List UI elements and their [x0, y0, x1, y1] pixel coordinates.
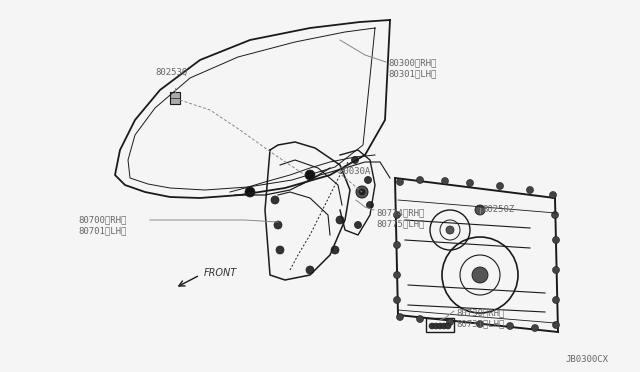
Text: 80301〈LH〉: 80301〈LH〉 [388, 69, 436, 78]
Text: 80775〈LH〉: 80775〈LH〉 [376, 219, 424, 228]
Circle shape [397, 179, 403, 186]
Text: 80300〈RH〉: 80300〈RH〉 [388, 58, 436, 67]
Circle shape [429, 323, 435, 329]
Circle shape [355, 221, 362, 228]
Bar [426, 318, 454, 332]
Circle shape [356, 186, 368, 198]
Text: FRONT: FRONT [204, 268, 237, 278]
Circle shape [472, 267, 488, 283]
Bar [170, 92, 180, 104]
Text: 80700〈RH〉: 80700〈RH〉 [78, 215, 126, 224]
Circle shape [276, 246, 284, 254]
Circle shape [447, 318, 454, 326]
Text: 80253Q: 80253Q [155, 68, 188, 77]
Circle shape [477, 321, 483, 327]
Circle shape [274, 221, 282, 229]
Circle shape [552, 237, 559, 244]
Circle shape [506, 323, 513, 330]
Circle shape [475, 205, 485, 215]
Text: 80730〈RH〉: 80730〈RH〉 [456, 308, 504, 317]
Text: 80774〈RH〉: 80774〈RH〉 [376, 208, 424, 217]
Circle shape [531, 324, 538, 331]
Circle shape [394, 212, 401, 218]
Circle shape [359, 189, 365, 195]
Circle shape [331, 246, 339, 254]
Circle shape [497, 183, 504, 189]
Circle shape [351, 157, 358, 164]
Circle shape [365, 176, 371, 183]
Circle shape [467, 180, 474, 186]
Circle shape [394, 272, 401, 279]
Circle shape [437, 323, 443, 329]
Circle shape [441, 323, 447, 329]
Circle shape [367, 202, 374, 208]
Circle shape [552, 212, 559, 218]
Text: JB0300CX: JB0300CX [565, 355, 608, 364]
Circle shape [306, 266, 314, 274]
Circle shape [550, 192, 557, 199]
Circle shape [442, 177, 449, 185]
Circle shape [433, 323, 439, 329]
Circle shape [552, 321, 559, 328]
Text: 80701〈LH〉: 80701〈LH〉 [78, 226, 126, 235]
Circle shape [527, 186, 534, 193]
Circle shape [552, 296, 559, 304]
Text: 80250Z: 80250Z [482, 205, 515, 214]
Circle shape [305, 170, 315, 180]
Text: 80030A: 80030A [338, 167, 371, 176]
Circle shape [271, 196, 279, 204]
Circle shape [394, 296, 401, 304]
Circle shape [445, 323, 451, 329]
Text: 80731〈LH〉: 80731〈LH〉 [456, 319, 504, 328]
Circle shape [417, 176, 424, 183]
Circle shape [446, 226, 454, 234]
Circle shape [336, 216, 344, 224]
Circle shape [397, 314, 403, 321]
Circle shape [552, 266, 559, 273]
Circle shape [417, 315, 424, 323]
Circle shape [394, 241, 401, 248]
Circle shape [245, 187, 255, 197]
